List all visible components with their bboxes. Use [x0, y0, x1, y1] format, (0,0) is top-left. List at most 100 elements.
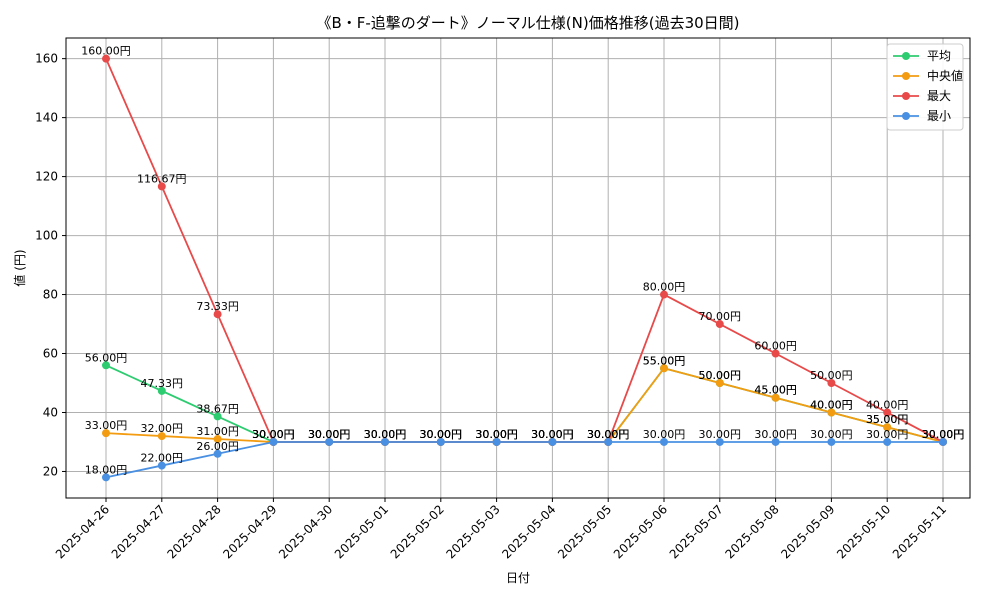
data-label: 30.00円	[699, 428, 742, 441]
legend-label-1: 中央値	[927, 68, 963, 83]
series-0-point	[213, 412, 222, 421]
series-3-point	[325, 437, 334, 446]
data-label: 30.00円	[308, 428, 351, 441]
data-label: 30.00円	[643, 428, 686, 441]
series-3-point	[157, 461, 166, 470]
data-label: 30.00円	[420, 428, 463, 441]
y-tick-label: 120	[35, 170, 58, 184]
series-0-point	[102, 361, 110, 370]
data-label: 30.00円	[252, 428, 295, 441]
data-label: 30.00円	[364, 428, 407, 441]
series-3-point	[492, 437, 501, 446]
series-2-point	[827, 379, 836, 387]
series-3-point	[715, 437, 724, 446]
data-label: 30.00円	[866, 428, 909, 441]
data-label: 30.00円	[252, 428, 295, 441]
series-line-3	[105, 441, 943, 479]
data-label: 30.00円	[587, 428, 630, 441]
series-3-point	[939, 437, 947, 446]
data-label: 30.00円	[531, 428, 574, 441]
data-label: 30.00円	[308, 428, 351, 441]
data-label: 55.00円	[643, 354, 686, 367]
series-3-point	[381, 437, 389, 446]
series-2-point	[883, 408, 892, 417]
data-label: 116.67円	[137, 172, 187, 185]
series-3-point	[660, 437, 668, 446]
series-3-point	[269, 437, 278, 446]
series-2-point	[660, 290, 668, 299]
data-label: 73.33円	[196, 300, 239, 313]
series-3-point	[436, 437, 445, 446]
legend-marker-1	[902, 72, 910, 80]
data-label: 160.00円	[81, 45, 131, 58]
y-tick-label: 20	[43, 464, 58, 478]
series-1-point	[157, 432, 166, 441]
series-3-point	[883, 437, 892, 446]
series-2-point	[213, 310, 222, 319]
data-label: 30.00円	[922, 428, 965, 441]
data-label: 40.00円	[810, 398, 853, 411]
y-axis: 20 40 60 80 100 120 140 160	[35, 52, 66, 478]
data-label: 32.00円	[141, 422, 184, 435]
y-tick-label: 80	[43, 288, 58, 302]
chart-title: 《B・F-追撃のダート》ノーマル仕様(N)価格推移(過去30日間)	[316, 14, 739, 32]
data-label: 33.00円	[85, 419, 128, 432]
data-label: 30.00円	[754, 428, 797, 441]
data-label: 30.00円	[308, 428, 351, 441]
data-label: 30.00円	[252, 428, 295, 441]
data-label: 30.00円	[922, 428, 965, 441]
data-label: 30.00円	[531, 428, 574, 441]
data-label: 30.00円	[587, 428, 630, 441]
data-label: 30.00円	[364, 428, 407, 441]
data-label: 30.00円	[531, 428, 574, 441]
data-label: 30.00円	[364, 428, 407, 441]
data-label: 30.00円	[420, 428, 463, 441]
grid	[66, 38, 970, 498]
data-label: 30.00円	[475, 428, 518, 441]
y-tick-label: 160	[35, 52, 58, 66]
data-label: 70.00円	[699, 310, 742, 323]
data-label: 30.00円	[420, 428, 463, 441]
legend-marker-3	[902, 112, 910, 120]
data-label: 50.00円	[699, 369, 742, 382]
legend-box	[886, 43, 964, 131]
data-label: 30.00円	[475, 428, 518, 441]
legend-marker-2	[902, 92, 910, 100]
data-label: 30.00円	[922, 428, 965, 441]
y-tick-label: 100	[35, 229, 58, 243]
series-3-point	[102, 473, 110, 482]
data-label: 50.00円	[810, 369, 853, 382]
series-3-point	[827, 437, 836, 446]
data-label: 50.00円	[699, 369, 742, 382]
series-3-point	[548, 437, 557, 446]
y-axis-label: 値 (円)	[12, 249, 27, 286]
data-label: 26.00円	[196, 440, 239, 453]
legend-marker-0	[902, 52, 910, 60]
data-label: 60.00円	[754, 340, 797, 353]
x-axis-label: 日付	[506, 571, 530, 585]
y-tick-label: 60	[43, 347, 58, 361]
data-label: 30.00円	[364, 428, 407, 441]
data-label: 30.00円	[475, 428, 518, 441]
series-1-point	[771, 393, 780, 402]
data-label: 40.00円	[810, 398, 853, 411]
data-label: 30.00円	[587, 428, 630, 441]
series-1-point	[660, 364, 668, 373]
legend-label-3: 最小	[927, 109, 951, 123]
data-label: 30.00円	[922, 428, 965, 441]
data-label: 35.00円	[866, 413, 909, 426]
series-1-point	[715, 379, 724, 387]
series-1-point	[102, 429, 110, 438]
data-label: 55.00円	[643, 354, 686, 367]
data-label: 18.00円	[85, 463, 128, 476]
series-1-point	[883, 423, 892, 432]
y-tick-label: 40	[43, 405, 58, 419]
data-label: 35.00円	[866, 413, 909, 426]
series-2-point	[157, 182, 166, 191]
data-label: 45.00円	[754, 384, 797, 397]
data-label: 30.00円	[475, 428, 518, 441]
series-2-point	[102, 54, 110, 63]
data-label: 30.00円	[810, 428, 853, 441]
data-label: 30.00円	[531, 428, 574, 441]
